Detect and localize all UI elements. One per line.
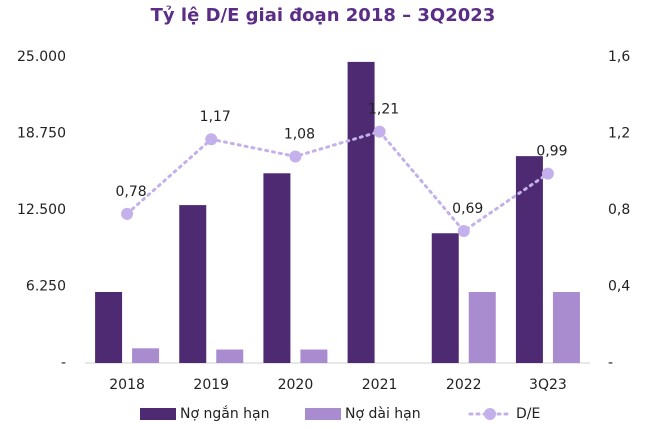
legend-label: D/E <box>516 406 540 422</box>
data-label: 0,69 <box>452 201 483 217</box>
line-point <box>373 125 386 138</box>
y2-tick-label: - <box>608 355 613 371</box>
bar <box>347 61 375 364</box>
bar <box>515 156 543 363</box>
x-tick-label: 2021 <box>362 377 398 393</box>
bar <box>468 292 496 363</box>
legend-swatch <box>484 408 496 420</box>
data-label: 1,17 <box>200 109 231 125</box>
x-tick-label: 2022 <box>446 377 482 393</box>
y-tick-label: 25.000 <box>17 49 66 65</box>
bar <box>263 173 291 363</box>
data-label: 1,21 <box>368 102 399 118</box>
line-point <box>205 133 218 146</box>
line-point <box>541 167 554 180</box>
data-label: 0,99 <box>536 144 567 160</box>
line-point <box>121 207 134 220</box>
chart-title: Tỷ lệ D/E giai đoạn 2018 – 3Q2023 <box>151 5 496 26</box>
x-tick-label: 3Q23 <box>529 377 567 393</box>
x-tick-label: 2020 <box>278 377 314 393</box>
legend-label: Nợ ngắn hạn <box>180 405 269 422</box>
bar <box>132 348 160 363</box>
y-tick-label: 18.750 <box>17 126 66 142</box>
legend-swatch <box>305 408 341 420</box>
bar <box>552 292 580 363</box>
line-point <box>289 150 302 163</box>
legend-label: Nợ dài hạn <box>345 406 421 422</box>
bar <box>216 349 244 363</box>
bar <box>431 233 459 363</box>
y2-tick-label: 1,2 <box>608 126 630 142</box>
line-point <box>457 225 470 238</box>
y2-tick-label: 0,4 <box>608 279 630 295</box>
bar <box>300 349 328 363</box>
y-tick-label: 6.250 <box>26 279 66 295</box>
data-label: 1,08 <box>284 126 315 142</box>
y2-tick-label: 0,8 <box>608 202 630 218</box>
y-tick-label: - <box>61 355 66 371</box>
line <box>125 129 550 234</box>
data-label: 0,78 <box>115 184 146 200</box>
y-tick-label: 12.500 <box>17 202 66 218</box>
bar <box>95 292 123 363</box>
x-tick-label: 2019 <box>193 377 229 393</box>
legend-swatch <box>140 408 176 420</box>
x-tick-label: 2018 <box>109 377 145 393</box>
bar <box>179 205 207 363</box>
y2-tick-label: 1,6 <box>608 49 630 65</box>
